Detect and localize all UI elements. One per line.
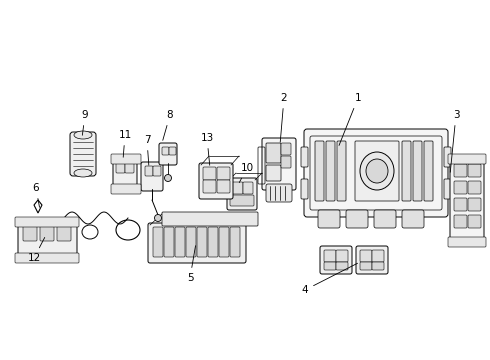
FancyBboxPatch shape [454, 198, 467, 211]
Text: 11: 11 [119, 130, 132, 157]
FancyBboxPatch shape [360, 250, 372, 262]
Text: 6: 6 [33, 183, 40, 207]
FancyBboxPatch shape [169, 147, 176, 155]
FancyBboxPatch shape [301, 147, 308, 167]
FancyBboxPatch shape [444, 147, 451, 167]
Text: 3: 3 [450, 110, 459, 172]
FancyBboxPatch shape [111, 154, 141, 164]
FancyBboxPatch shape [336, 250, 348, 262]
FancyBboxPatch shape [356, 246, 388, 274]
FancyBboxPatch shape [454, 164, 467, 177]
FancyBboxPatch shape [318, 210, 340, 228]
FancyBboxPatch shape [448, 154, 486, 164]
FancyBboxPatch shape [145, 166, 153, 176]
FancyBboxPatch shape [141, 162, 163, 191]
FancyBboxPatch shape [424, 141, 433, 201]
FancyBboxPatch shape [324, 250, 336, 262]
FancyBboxPatch shape [148, 223, 246, 263]
Text: 7: 7 [144, 135, 150, 165]
FancyBboxPatch shape [262, 138, 296, 190]
FancyBboxPatch shape [125, 162, 134, 173]
FancyBboxPatch shape [113, 158, 137, 190]
FancyBboxPatch shape [217, 167, 230, 180]
FancyBboxPatch shape [111, 184, 141, 194]
FancyBboxPatch shape [326, 141, 335, 201]
FancyBboxPatch shape [355, 141, 399, 201]
FancyBboxPatch shape [402, 210, 424, 228]
FancyBboxPatch shape [448, 237, 486, 247]
FancyBboxPatch shape [15, 217, 79, 227]
FancyBboxPatch shape [372, 250, 384, 262]
FancyBboxPatch shape [450, 158, 484, 242]
FancyBboxPatch shape [281, 156, 291, 168]
FancyBboxPatch shape [304, 129, 448, 217]
FancyBboxPatch shape [374, 210, 396, 228]
FancyBboxPatch shape [454, 181, 467, 194]
FancyBboxPatch shape [281, 143, 291, 155]
FancyBboxPatch shape [360, 262, 372, 270]
FancyBboxPatch shape [230, 195, 254, 206]
Ellipse shape [165, 175, 172, 181]
FancyBboxPatch shape [468, 164, 481, 177]
FancyBboxPatch shape [18, 220, 77, 259]
FancyBboxPatch shape [203, 180, 216, 193]
FancyBboxPatch shape [208, 227, 218, 257]
FancyBboxPatch shape [175, 227, 185, 257]
Ellipse shape [360, 152, 394, 190]
Text: 5: 5 [187, 246, 196, 283]
FancyBboxPatch shape [315, 141, 324, 201]
Text: 4: 4 [302, 263, 358, 295]
FancyBboxPatch shape [40, 225, 54, 241]
FancyBboxPatch shape [324, 262, 336, 270]
FancyBboxPatch shape [162, 212, 258, 226]
FancyBboxPatch shape [116, 162, 125, 173]
FancyBboxPatch shape [230, 227, 240, 257]
FancyBboxPatch shape [15, 253, 79, 263]
FancyBboxPatch shape [444, 179, 451, 199]
FancyBboxPatch shape [337, 141, 346, 201]
FancyBboxPatch shape [164, 227, 174, 257]
FancyBboxPatch shape [197, 227, 207, 257]
FancyBboxPatch shape [23, 225, 37, 241]
FancyBboxPatch shape [199, 163, 233, 199]
FancyBboxPatch shape [219, 227, 229, 257]
FancyBboxPatch shape [203, 167, 216, 180]
FancyBboxPatch shape [217, 180, 230, 193]
Text: 13: 13 [200, 133, 214, 165]
Ellipse shape [154, 215, 162, 221]
Ellipse shape [366, 159, 388, 183]
FancyBboxPatch shape [320, 246, 352, 274]
FancyBboxPatch shape [468, 215, 481, 228]
FancyBboxPatch shape [266, 165, 281, 181]
FancyBboxPatch shape [413, 141, 422, 201]
FancyBboxPatch shape [372, 262, 384, 270]
FancyBboxPatch shape [468, 181, 481, 194]
Text: 8: 8 [163, 110, 173, 140]
FancyBboxPatch shape [227, 178, 257, 210]
FancyBboxPatch shape [70, 132, 96, 176]
FancyBboxPatch shape [346, 210, 368, 228]
FancyBboxPatch shape [186, 227, 196, 257]
Text: 10: 10 [239, 163, 253, 183]
Text: 1: 1 [339, 93, 361, 145]
Text: 12: 12 [27, 238, 45, 263]
FancyBboxPatch shape [57, 225, 71, 241]
FancyBboxPatch shape [266, 143, 281, 163]
FancyBboxPatch shape [159, 143, 177, 165]
Ellipse shape [74, 131, 92, 139]
FancyBboxPatch shape [162, 147, 169, 155]
FancyBboxPatch shape [153, 227, 163, 257]
FancyBboxPatch shape [336, 262, 348, 270]
FancyBboxPatch shape [468, 198, 481, 211]
FancyBboxPatch shape [153, 166, 161, 176]
FancyBboxPatch shape [402, 141, 411, 201]
FancyBboxPatch shape [266, 184, 292, 202]
FancyBboxPatch shape [301, 179, 308, 199]
FancyBboxPatch shape [231, 182, 243, 194]
Text: 9: 9 [82, 110, 88, 135]
Text: 2: 2 [280, 93, 287, 142]
Ellipse shape [74, 169, 92, 177]
FancyBboxPatch shape [454, 215, 467, 228]
FancyBboxPatch shape [243, 182, 253, 194]
